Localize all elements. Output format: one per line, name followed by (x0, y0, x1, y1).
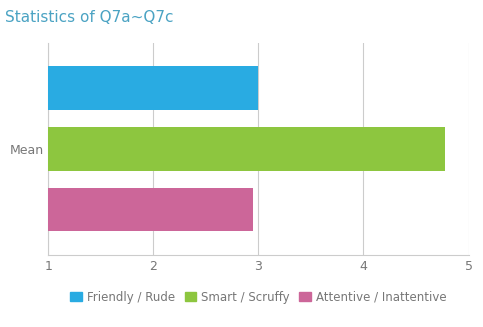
Text: Statistics of Q7a~Q7c: Statistics of Q7a~Q7c (5, 10, 173, 25)
Bar (48, 66, 258, 110)
Bar (48, 188, 253, 232)
Legend: Friendly / Rude, Smart / Scruffy, Attentive / Inattentive: Friendly / Rude, Smart / Scruffy, Attent… (71, 291, 446, 304)
Bar (48, 127, 445, 171)
